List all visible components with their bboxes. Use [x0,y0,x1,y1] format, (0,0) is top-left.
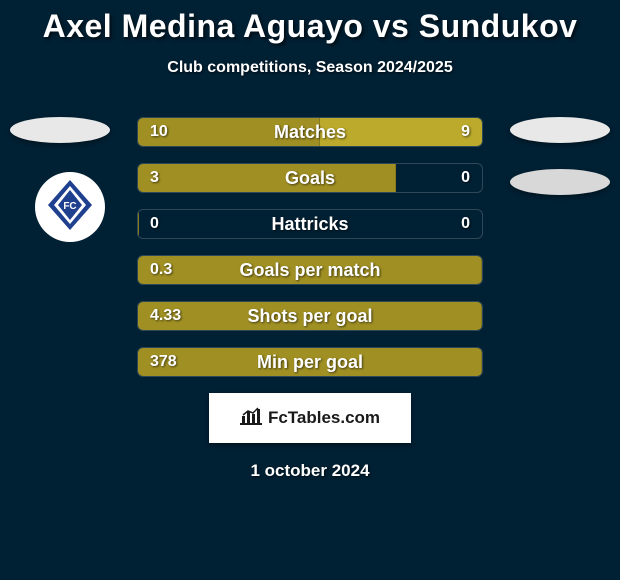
stat-row: Goals per match0.3 [137,255,483,285]
club-right-placeholder [510,169,610,195]
subtitle: Club competitions, Season 2024/2025 [0,59,620,77]
brand-text: FcTables.com [268,408,380,428]
stat-bar-left-fill [138,302,482,330]
stat-bar-left-fill [138,164,396,192]
stat-bar-left-fill [138,118,320,146]
stat-bar-right-fill [320,118,482,146]
stat-row: Shots per goal4.33 [137,301,483,331]
stat-bar-left-fill [138,210,139,238]
stat-row: Hattricks0 0 [137,209,483,239]
player-right-placeholder [510,117,610,143]
stat-bars: Matches109Goals30Hattricks00Goals per ma… [137,117,483,377]
stat-bar-left-fill [138,256,482,284]
club-left-badge: FC [35,172,105,242]
stat-row: Goals30 [137,163,483,193]
stat-value-left: 0 [150,210,159,238]
brand-box: FcTables.com [209,393,411,443]
club-diamond-icon: FC [46,178,94,237]
stat-value-right: 0 [461,164,470,192]
comparison-panel: FC Matches109Goals30Hattricks00Goals per… [0,117,620,481]
date-label: 1 october 2024 [0,461,620,481]
stat-row: Min per goal378 [137,347,483,377]
page-title: Axel Medina Aguayo vs Sundukov [0,0,620,45]
player-left-placeholder [10,117,110,143]
stat-bar-left-fill [138,348,482,376]
svg-text:FC: FC [63,201,76,212]
stat-label: Hattricks [138,210,482,238]
chart-icon [240,406,262,431]
stat-row: Matches109 [137,117,483,147]
stat-value-right: 0 [461,210,470,238]
